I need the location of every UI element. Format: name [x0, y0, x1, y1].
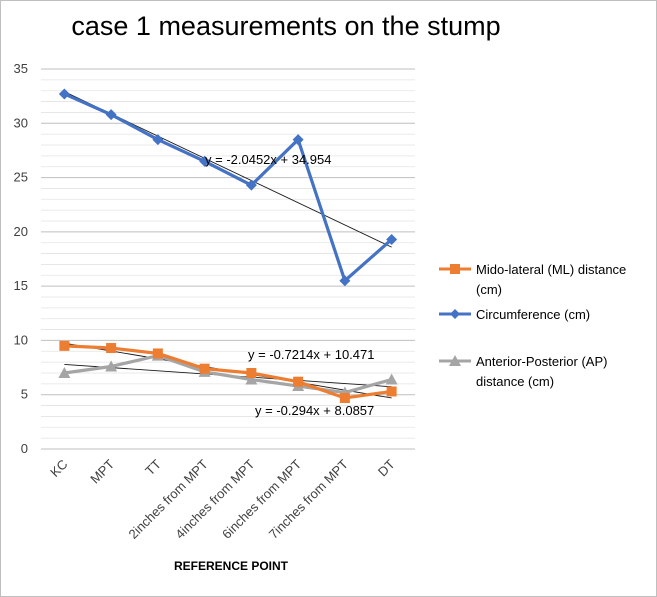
- legend-label: Anterior-Posterior (AP): [476, 354, 607, 369]
- series-line: [62, 344, 394, 400]
- legend-marker-square: [450, 264, 460, 274]
- data-point-triangle: [58, 367, 71, 378]
- trendline-equation: y = -0.294x + 8.0857: [255, 403, 374, 418]
- legend-label: (cm): [476, 282, 502, 297]
- y-tick-label: 5: [21, 387, 28, 402]
- data-point-diamond: [292, 134, 304, 146]
- data-point-square: [59, 340, 70, 351]
- data-point-square: [246, 368, 257, 378]
- x-tick-label: 6inches from MPT: [219, 456, 304, 541]
- x-tick-label: 4inches from MPT: [172, 456, 257, 541]
- data-point-square: [386, 386, 397, 397]
- series-line: [62, 354, 394, 395]
- data-point-diamond: [152, 134, 164, 146]
- x-tick-label: KC: [47, 457, 70, 480]
- y-tick-label: 25: [14, 170, 28, 185]
- series-line: [62, 92, 394, 283]
- x-tick-label: MPT: [87, 456, 117, 486]
- y-tick-label: 10: [14, 332, 28, 347]
- trendline-equation: y = -0.7214x + 10.471: [248, 347, 374, 362]
- data-point-triangle: [385, 373, 398, 385]
- legend-label: Circumference (cm): [476, 307, 590, 322]
- x-tick-label: DT: [375, 456, 398, 479]
- x-tick-label: 2inches from MPT: [126, 456, 211, 541]
- x-axis-label: REFERENCE POINT: [174, 559, 289, 573]
- data-point-diamond: [58, 88, 70, 100]
- data-point-square: [199, 363, 210, 374]
- legend-marker-diamond: [450, 309, 460, 319]
- chart-title: case 1 measurements on the stump: [71, 11, 501, 41]
- x-tick-label: 7inches from MPT: [266, 456, 351, 541]
- data-point-diamond: [386, 233, 398, 245]
- legend-marker-triangle: [449, 355, 461, 366]
- data-point-triangle: [105, 360, 118, 372]
- data-point-square: [339, 392, 350, 403]
- trendline-equation: y = -2.0452x + 34.954: [205, 152, 331, 167]
- x-tick-label: TT: [142, 456, 164, 478]
- data-point-diamond: [245, 179, 257, 191]
- data-point-triangle: [245, 373, 258, 385]
- legend-label: Mido-lateral (ML) distance: [476, 262, 626, 277]
- y-tick-label: 30: [14, 115, 28, 130]
- data-point-diamond: [199, 155, 211, 167]
- y-tick-label: 15: [14, 278, 28, 293]
- data-point-square: [106, 343, 117, 354]
- legend-label: distance (cm): [476, 374, 554, 389]
- y-tick-label: 35: [14, 61, 28, 76]
- data-point-square: [152, 348, 163, 359]
- y-tick-label: 20: [14, 224, 28, 239]
- data-point-diamond: [105, 109, 117, 121]
- data-point-diamond: [339, 275, 351, 287]
- y-tick-label: 0: [21, 441, 28, 456]
- data-point-square: [293, 376, 304, 387]
